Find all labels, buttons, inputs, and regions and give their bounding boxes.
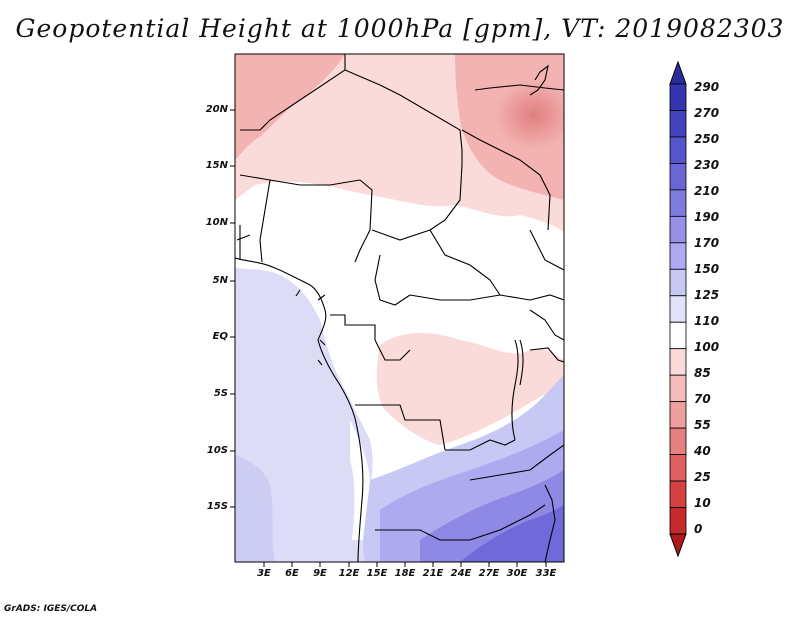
colorbar-segment [669,295,687,323]
map-title: Geopotential Height at 1000hPa [gpm], VT… [15,14,785,43]
map-frame [234,53,565,563]
lon-label-12e: 12E [338,568,360,579]
lon-label-15e: 15E [366,568,388,579]
lat-label-20n: 20N [205,104,228,115]
colorbar-top-triangle [669,60,687,85]
colorbar-label: 100 [694,340,720,354]
colorbar-segment [669,215,687,244]
colorbar-segment [669,136,687,164]
height-field-ne-max [490,80,564,150]
grads-credit: GrADS: IGES/COLA [4,604,98,614]
colorbar-label: 0 [694,522,703,536]
map-plot-area [235,54,564,562]
lat-label-15s: 15S [206,501,228,512]
lon-label-9e: 9E [313,568,327,579]
colorbar-label: 150 [694,262,720,276]
lon-label-21e: 21E [422,568,444,579]
colorbar-label: 70 [694,392,711,406]
colorbar-segment [669,242,687,270]
colorbar-segment [669,507,687,535]
lat-label-5s: 5S [213,388,228,399]
colorbar-label: 55 [694,418,711,432]
colorbar-label: 190 [694,210,720,224]
lat-label-eq: EQ [212,331,228,342]
colorbar-label: 250 [694,132,720,146]
lon-label-27e: 27E [478,568,500,579]
height-field-sw-edge [235,455,275,562]
colorbar-segment [669,163,687,191]
colorbar-label: 110 [694,314,720,328]
lon-label-33e: 33E [535,568,557,579]
colorbar-segment [669,83,687,111]
colorbar-segment [669,427,687,455]
colorbar-segment [669,480,687,508]
colorbar-segment [669,268,687,297]
colorbar-segment [669,189,687,217]
colorbar-segment [669,401,687,429]
axis-ticks [230,109,547,567]
lon-label-3e: 3E [257,568,271,579]
colorbar-label: 290 [694,80,720,94]
lon-label-30e: 30E [506,568,528,579]
lat-label-15n: 15N [205,160,228,171]
colorbar-segment [669,374,687,403]
colorbar-segment [669,348,687,376]
colorbar-label: 170 [694,236,720,250]
colorbar-label: 25 [694,470,711,484]
colorbar-segment [669,454,687,482]
lon-label-18e: 18E [394,568,416,579]
country-borders [235,54,564,562]
colorbar-label: 270 [694,106,720,120]
colorbar-label: 40 [694,444,711,458]
height-field-se-3 [460,505,564,562]
height-field-congo [376,333,564,445]
colorbar-label: 230 [694,158,720,172]
colorbar-label: 210 [694,184,720,198]
height-field-sw-coast [350,420,370,540]
colorbar-segment [669,110,687,138]
colorbar-label: 85 [694,366,711,380]
colorbar-bottom-triangle [669,533,687,558]
lat-label-5n: 5N [212,275,228,286]
lat-label-10s: 10S [206,445,228,456]
colorbar-label: 125 [694,288,720,302]
colorbar [669,60,687,558]
colorbar-segment [669,321,687,350]
lon-label-24e: 24E [450,568,472,579]
colorbar-label: 10 [694,496,711,510]
height-field-white-north [235,181,564,270]
lon-label-6e: 6E [285,568,299,579]
lat-label-10n: 10N [205,217,228,228]
